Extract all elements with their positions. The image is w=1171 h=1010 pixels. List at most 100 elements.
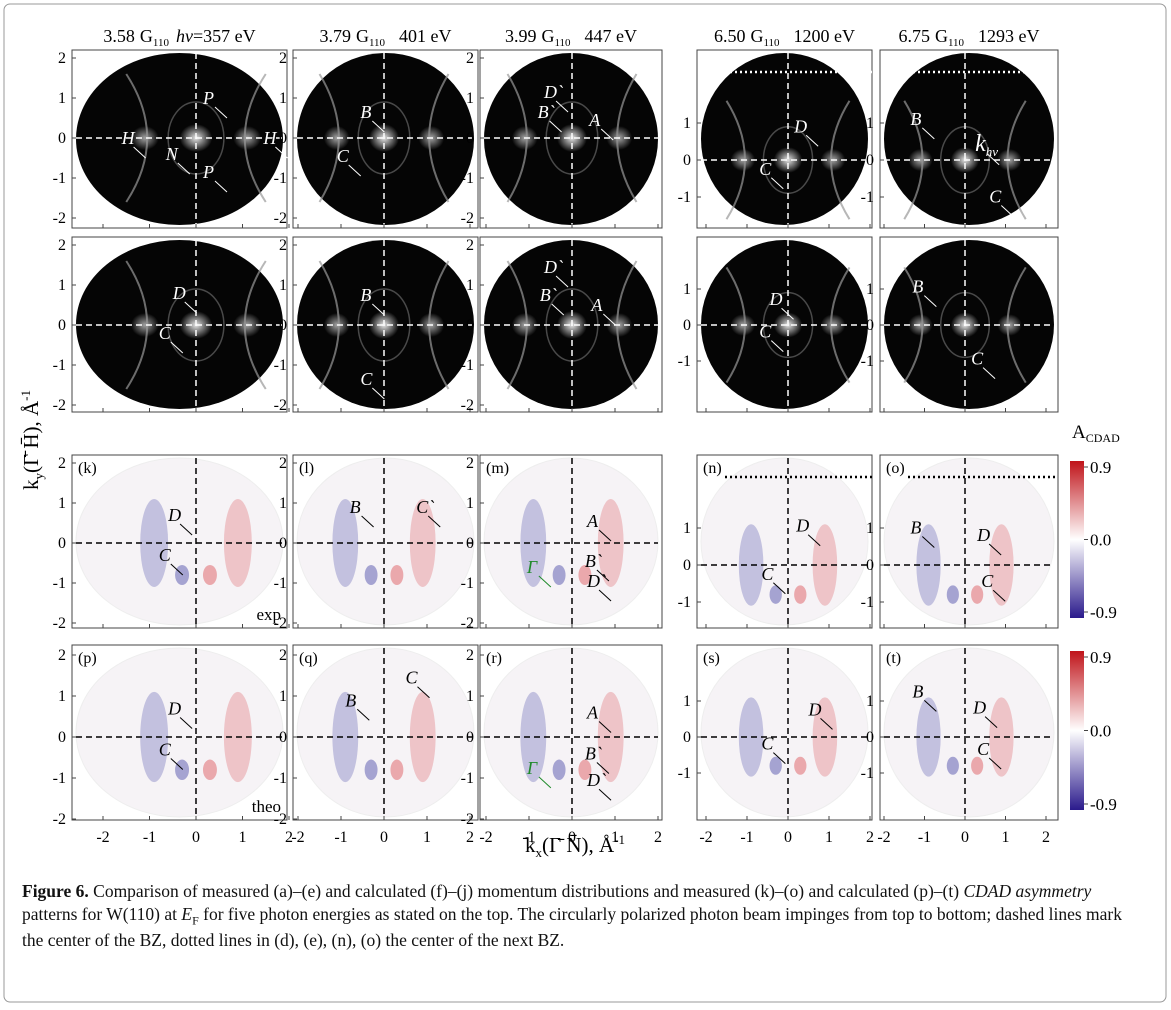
y-tick-label: 0 xyxy=(466,729,474,746)
annotation-text: A xyxy=(586,511,599,531)
caption-text: CDAD asymmetry xyxy=(963,881,1091,901)
y-tick-label: -2 xyxy=(461,397,474,414)
y-tick-label: -1 xyxy=(53,357,66,374)
asymmetry-red xyxy=(794,757,806,775)
annotation-text: B` xyxy=(585,744,602,764)
page: 3.58G110hv=357 eV3.79G110401 eV3.99G1104… xyxy=(0,0,1171,1010)
annotation-text: B` xyxy=(585,551,602,571)
panel-label: (i) xyxy=(703,242,718,259)
panel-label: (t) xyxy=(886,650,901,667)
asymmetry-blue xyxy=(553,565,566,585)
annotation: D xyxy=(972,698,986,718)
annotation: P xyxy=(202,162,214,182)
annotation-text: B xyxy=(910,518,921,538)
annotation: C` xyxy=(416,497,434,517)
y-tick-label: -1 xyxy=(461,770,474,787)
caption-text: F xyxy=(192,914,199,928)
header-unit: G xyxy=(935,26,948,46)
annotation-text: A xyxy=(586,703,599,723)
x-tick-label: -1 xyxy=(918,829,931,846)
panel-label: (c) xyxy=(486,55,504,72)
annotation: D` xyxy=(586,571,606,591)
y-tick-label: -2 xyxy=(274,397,287,414)
y-tick-label: 0 xyxy=(683,152,691,169)
asymmetry-disc xyxy=(484,458,658,625)
y-tick-label: 0 xyxy=(866,317,874,334)
glow xyxy=(774,147,803,173)
panel-label: (r) xyxy=(486,650,502,667)
y-tick-label: 2 xyxy=(279,647,287,664)
colorbar-tick-label: 0.9 xyxy=(1090,648,1111,667)
y-tick-label: 0 xyxy=(466,535,474,552)
asymmetry-disc xyxy=(76,648,283,817)
y-tick-label: 0 xyxy=(466,130,474,147)
y-tick-label: 1 xyxy=(58,90,66,107)
x-tick-label: -1 xyxy=(143,829,156,846)
y-tick-label: -2 xyxy=(461,615,474,632)
colorbar xyxy=(1070,461,1084,618)
asymmetry-blue xyxy=(947,757,959,775)
x-tick-label: 2 xyxy=(466,829,474,846)
y-tick-label: 1 xyxy=(866,693,874,710)
annotation: C xyxy=(406,668,419,688)
annotation: D xyxy=(795,516,809,536)
annotation: C xyxy=(159,323,172,343)
annotation: A xyxy=(590,295,603,315)
annotation: C xyxy=(759,322,772,342)
annotation-text: C xyxy=(360,369,373,389)
annotation-text: H xyxy=(262,128,277,148)
annotation-text: C xyxy=(406,668,419,688)
asymmetry-blue xyxy=(947,585,959,604)
annotation-text: C xyxy=(989,187,1002,207)
header-field: 6.50 xyxy=(714,26,746,46)
column-header: 3.58G110hv=357 eV xyxy=(103,26,255,49)
annotation-text: B xyxy=(350,497,361,517)
annotation: B xyxy=(360,102,371,122)
asymmetry-blue xyxy=(140,692,168,782)
glow xyxy=(131,313,159,337)
annotation: B` xyxy=(538,102,555,122)
annotation: B xyxy=(910,109,921,129)
y-tick-label: -1 xyxy=(861,594,874,611)
y-tick-label: 2 xyxy=(58,647,66,664)
annotation: D xyxy=(167,505,181,525)
y-tick-label: 1 xyxy=(866,281,874,298)
x-tick-label: 2 xyxy=(866,829,874,846)
annotation: D` xyxy=(543,257,563,277)
x-tick-label: 0 xyxy=(192,829,200,846)
y-tick-label: -1 xyxy=(274,170,287,187)
y-tick-label: 2 xyxy=(279,50,287,67)
annotation: C xyxy=(159,545,172,565)
panel-label: (k) xyxy=(78,460,97,477)
axis-sup: -1 xyxy=(18,390,33,401)
annotation-text: D xyxy=(167,698,181,718)
asymmetry-disc xyxy=(884,648,1054,817)
caption-text: patterns for W(110) at xyxy=(22,904,181,924)
asymmetry-blue xyxy=(770,757,782,775)
colorbar-title: ACDAD xyxy=(1072,422,1120,445)
y-tick-label: 0 xyxy=(866,152,874,169)
annotation-text: D xyxy=(793,116,807,136)
y-tick-label: 1 xyxy=(683,281,691,298)
asymmetry-disc xyxy=(701,648,868,817)
annotation: D xyxy=(976,525,990,545)
annotation: C xyxy=(981,571,994,591)
panel-label: (g) xyxy=(299,242,318,259)
y-tick-label: 1 xyxy=(466,688,474,705)
header-field: 6.75 xyxy=(898,26,930,46)
annotation: Γ xyxy=(526,758,538,778)
annotation-text: D xyxy=(972,698,986,718)
y-tick-label: 2 xyxy=(58,455,66,472)
x-tick-label: 1 xyxy=(825,829,833,846)
annotation: H xyxy=(121,128,136,148)
y-tick-label: 0 xyxy=(279,729,287,746)
y-tick-label: -2 xyxy=(461,811,474,828)
asymmetry-red xyxy=(794,585,806,604)
annotation: C xyxy=(761,564,774,584)
panel-label: (p) xyxy=(78,650,97,667)
annotation-text: C xyxy=(159,739,172,759)
annotation-text: k xyxy=(975,131,986,157)
annotation-text: D` xyxy=(586,770,606,790)
panel-label: (f) xyxy=(78,242,94,259)
annotation-text: D xyxy=(769,289,783,309)
